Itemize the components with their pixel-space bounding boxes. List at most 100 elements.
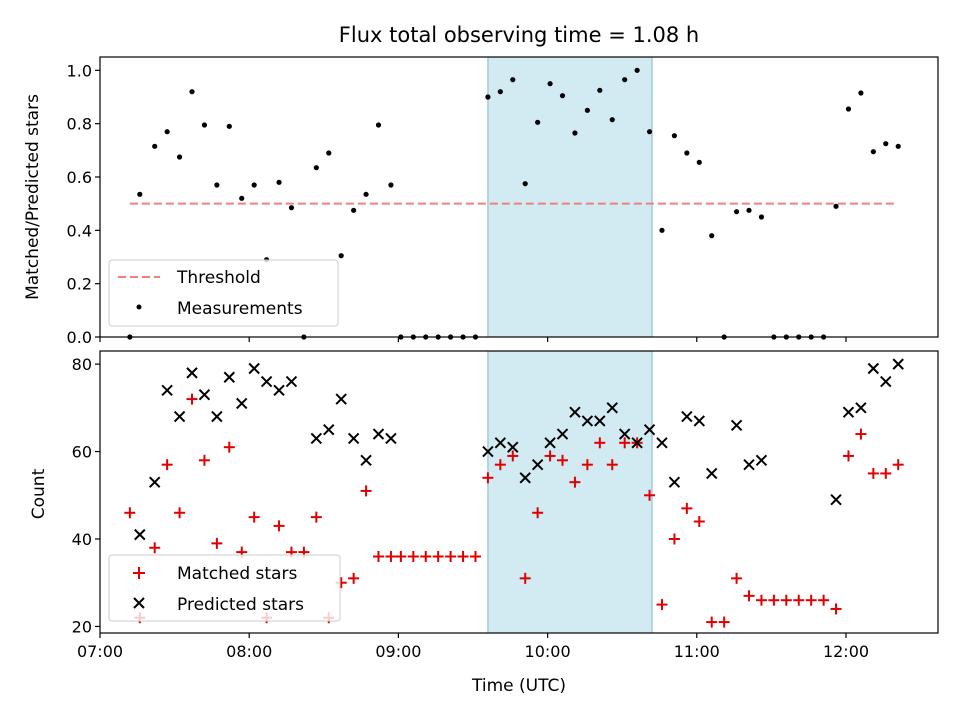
legend-threshold-label: Threshold: [176, 268, 261, 288]
predicted-star-point: [248, 362, 260, 375]
predicted-star-point: [867, 362, 880, 375]
measurement-point: [572, 130, 578, 136]
measurement-point: [137, 191, 143, 197]
measurement-point: [634, 67, 640, 73]
matched-star-point: [718, 616, 730, 628]
matched-star-point: [855, 428, 867, 440]
measurement-point: [659, 227, 665, 233]
x-tick-label: 12:00: [823, 642, 869, 661]
top-y-axis-label: Matched/Predicted stars: [23, 94, 43, 300]
measurement-point: [313, 165, 319, 171]
measurement-point: [559, 93, 566, 99]
predicted-star-point: [730, 419, 743, 432]
matched-star-point: [569, 476, 581, 488]
measurement-point: [684, 150, 690, 156]
y-tick-label: 1.0: [67, 61, 92, 80]
matched-star-point: [310, 511, 322, 523]
predicted-star-point: [581, 415, 594, 427]
matched-star-point: [223, 441, 235, 453]
matched-star-point: [644, 489, 656, 501]
predicted-star-point: [544, 437, 556, 449]
matched-star-point: [619, 437, 631, 449]
matched-star-point: [793, 594, 805, 606]
matched-star-point: [211, 537, 223, 549]
matched-star-point: [124, 507, 136, 519]
predicted-star-point: [531, 458, 544, 471]
measurement-point: [609, 117, 615, 123]
measurement-point: [746, 207, 752, 213]
matched-star-point: [395, 550, 407, 562]
predicted-star-point: [706, 467, 718, 480]
measurement-point: [363, 191, 369, 197]
measurement-point: [239, 195, 245, 201]
measurement-point: [522, 181, 528, 187]
predicted-star-point: [892, 358, 904, 370]
predicted-star-point: [148, 476, 161, 488]
measurement-point: [201, 122, 208, 128]
measurement-point: [535, 119, 541, 125]
matched-star-point: [407, 550, 419, 562]
measurement-point: [622, 77, 628, 83]
measurement-point: [485, 94, 491, 100]
top-legend-box: [108, 259, 339, 327]
top-y-ticks: 0.0 0.2 0.4 0.6 0.8 1.0: [67, 61, 100, 347]
measurement-point: [351, 207, 357, 213]
predicted-star-point: [556, 428, 569, 440]
matched-star-point: [544, 450, 556, 462]
bottom-shaded-region: [487, 350, 653, 634]
measurement-point: [497, 89, 503, 95]
predicted-star-point: [693, 415, 705, 427]
measurement-point: [251, 182, 257, 188]
predicted-star-point: [631, 437, 643, 449]
bottom-plot-frame: [99, 350, 939, 634]
matched-star-point: [360, 485, 372, 497]
matched-star-point: [818, 594, 830, 606]
matched-star-point: [581, 459, 593, 471]
measurement-point: [833, 203, 839, 209]
measurement-point: [276, 179, 282, 185]
matched-star-point: [656, 599, 668, 611]
predicted-star-point: [273, 384, 285, 397]
legend-matched-label: Matched stars: [177, 564, 297, 584]
y-tick-label: 60: [72, 443, 92, 462]
matched-star-point: [519, 572, 531, 584]
predicted-star-point: [161, 384, 173, 397]
measurement-point: [584, 107, 590, 113]
matched-star-point: [743, 590, 755, 602]
matched-star-point: [348, 572, 360, 584]
matched-star-point: [805, 594, 817, 606]
matched-star-point: [594, 437, 606, 449]
matched-star-point: [385, 550, 397, 562]
y-tick-label: 0.8: [67, 115, 92, 134]
predicted-star-point: [569, 406, 581, 418]
legend-predicted-swatch: [133, 597, 145, 609]
matched-star-point: [768, 594, 780, 606]
legend-measurements-swatch: [136, 304, 142, 310]
predicted-star-point: [643, 423, 656, 436]
predicted-star-point: [385, 432, 397, 445]
predicted-star-point: [494, 437, 507, 449]
measurement-point: [288, 205, 295, 211]
matched-star-point: [606, 459, 618, 471]
measurement-point: [870, 149, 876, 155]
predicted-star-point: [668, 476, 681, 488]
top-shaded-region: [487, 56, 653, 338]
bottom-y-axis-label: Count: [29, 468, 49, 519]
y-tick-label: 0.0: [67, 328, 92, 347]
predicted-star-point: [482, 445, 494, 458]
predicted-star-point: [606, 402, 618, 414]
matched-star-point: [482, 472, 494, 484]
matched-star-point: [693, 516, 705, 528]
measurement-point: [164, 129, 170, 135]
matched-star-point: [494, 459, 506, 471]
matched-star-point: [557, 454, 569, 466]
predicted-star-point: [211, 410, 223, 423]
top-legend: Threshold Measurements: [108, 259, 339, 327]
predicted-star-point: [335, 393, 347, 405]
x-tick-label: 11:00: [674, 642, 720, 661]
predicted-star-point: [285, 375, 298, 388]
predicted-star-point: [507, 441, 519, 453]
predicted-star-point: [855, 402, 867, 414]
matched-star-point: [880, 467, 892, 479]
matched-star-point: [432, 550, 444, 562]
